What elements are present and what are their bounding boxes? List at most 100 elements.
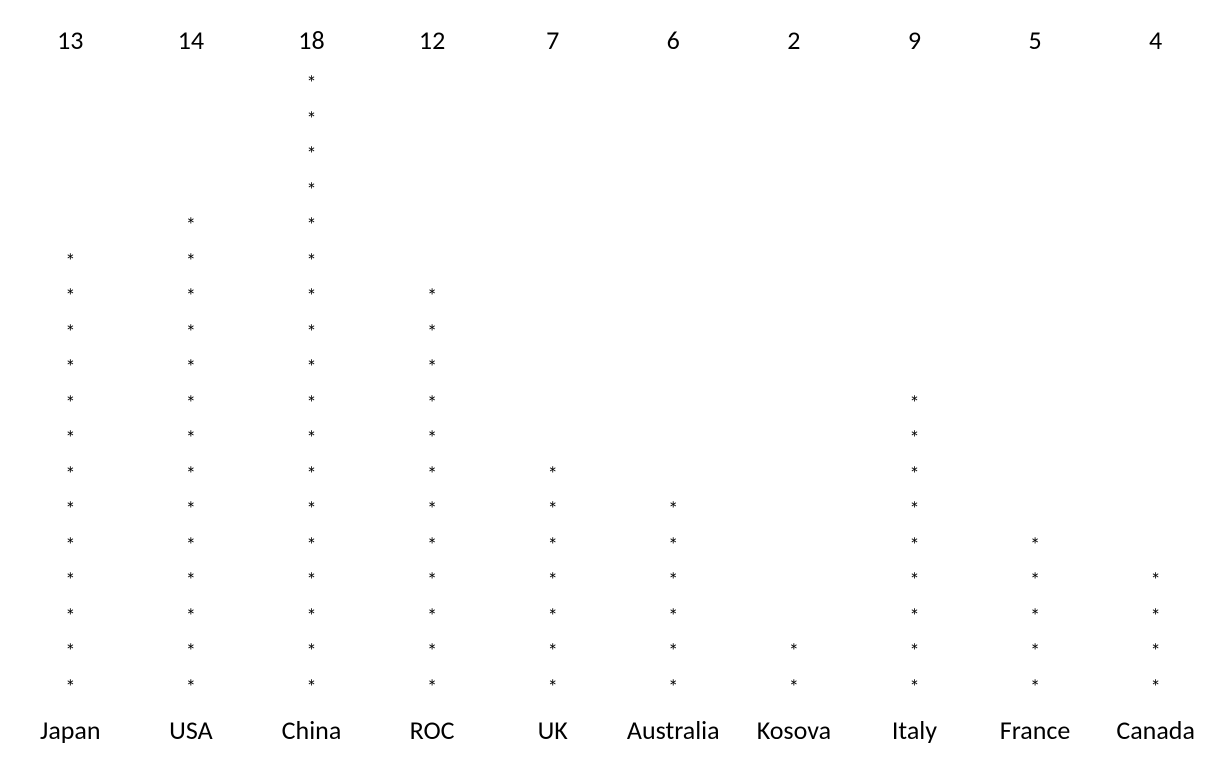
marker-icon: * [427, 280, 437, 316]
chart-column: 4****Canada [1095, 20, 1216, 750]
chart-column: 5*****France [975, 20, 1096, 750]
marker-icon: * [427, 529, 437, 565]
marker-icon: * [789, 635, 799, 671]
marker-icon: * [909, 493, 919, 529]
marker-icon: * [307, 422, 317, 458]
marker-icon: * [668, 671, 678, 707]
marker-icon: * [307, 67, 317, 103]
marker-icon: * [427, 564, 437, 600]
column-markers: ******* [548, 60, 558, 710]
chart-column: 13*************Japan [10, 20, 131, 750]
marker-icon: * [65, 316, 75, 352]
marker-icon: * [186, 387, 196, 423]
marker-icon: * [307, 174, 317, 210]
marker-icon: * [186, 316, 196, 352]
marker-icon: * [668, 493, 678, 529]
marker-icon: * [186, 529, 196, 565]
marker-icon: * [427, 316, 437, 352]
column-value: 6 [667, 20, 680, 60]
marker-icon: * [548, 635, 558, 671]
marker-icon: * [909, 422, 919, 458]
marker-icon: * [186, 671, 196, 707]
marker-icon: * [427, 671, 437, 707]
marker-icon: * [307, 564, 317, 600]
marker-icon: * [65, 564, 75, 600]
marker-icon: * [307, 529, 317, 565]
marker-icon: * [1030, 529, 1040, 565]
column-markers: **** [1151, 60, 1161, 710]
marker-icon: * [1151, 564, 1161, 600]
column-label: Italy [892, 710, 937, 750]
marker-icon: * [427, 351, 437, 387]
column-markers: ***** [1030, 60, 1040, 710]
marker-icon: * [1030, 564, 1040, 600]
column-markers: ************** [186, 60, 196, 710]
marker-icon: * [307, 493, 317, 529]
marker-icon: * [909, 529, 919, 565]
column-markers: ****************** [307, 60, 317, 710]
marker-icon: * [1151, 671, 1161, 707]
column-label: Australia [627, 710, 720, 750]
marker-icon: * [65, 280, 75, 316]
column-markers: ************* [65, 60, 75, 710]
column-markers: ** [789, 60, 799, 710]
chart-column: 7*******UK [492, 20, 613, 750]
column-markers: ********* [909, 60, 919, 710]
marker-icon: * [307, 671, 317, 707]
marker-icon: * [186, 600, 196, 636]
marker-icon: * [1030, 635, 1040, 671]
marker-icon: * [186, 245, 196, 281]
marker-icon: * [548, 458, 558, 494]
marker-icon: * [186, 458, 196, 494]
marker-icon: * [307, 316, 317, 352]
marker-icon: * [307, 458, 317, 494]
chart-column: 2**Kosova [734, 20, 855, 750]
chart-column: 12************ROC [372, 20, 493, 750]
marker-icon: * [548, 529, 558, 565]
marker-icon: * [307, 635, 317, 671]
chart-column: 9*********Italy [854, 20, 975, 750]
marker-icon: * [1151, 600, 1161, 636]
column-value: 4 [1149, 20, 1162, 60]
marker-icon: * [548, 671, 558, 707]
marker-icon: * [65, 387, 75, 423]
marker-icon: * [668, 564, 678, 600]
marker-icon: * [65, 245, 75, 281]
marker-icon: * [909, 635, 919, 671]
marker-icon: * [65, 422, 75, 458]
marker-icon: * [307, 600, 317, 636]
marker-icon: * [186, 422, 196, 458]
column-label: Canada [1116, 710, 1195, 750]
marker-icon: * [65, 635, 75, 671]
marker-icon: * [909, 458, 919, 494]
pictogram-chart: 13*************Japan14**************USA1… [10, 20, 1216, 750]
marker-icon: * [548, 600, 558, 636]
marker-icon: * [427, 493, 437, 529]
chart-column: 18******************China [251, 20, 372, 750]
marker-icon: * [186, 351, 196, 387]
marker-icon: * [65, 458, 75, 494]
marker-icon: * [909, 600, 919, 636]
marker-icon: * [427, 458, 437, 494]
column-label: France [1000, 710, 1071, 750]
marker-icon: * [307, 351, 317, 387]
marker-icon: * [307, 280, 317, 316]
marker-icon: * [186, 493, 196, 529]
marker-icon: * [65, 600, 75, 636]
chart-column: 6******Australia [613, 20, 734, 750]
marker-icon: * [668, 635, 678, 671]
marker-icon: * [307, 245, 317, 281]
column-value: 13 [57, 20, 83, 60]
marker-icon: * [65, 493, 75, 529]
marker-icon: * [307, 387, 317, 423]
marker-icon: * [307, 209, 317, 245]
marker-icon: * [427, 422, 437, 458]
marker-icon: * [1030, 600, 1040, 636]
column-markers: ****** [668, 60, 678, 710]
column-label: Japan [40, 710, 101, 750]
marker-icon: * [668, 529, 678, 565]
chart-column: 14**************USA [131, 20, 252, 750]
column-label: UK [538, 710, 568, 750]
marker-icon: * [909, 671, 919, 707]
marker-icon: * [909, 387, 919, 423]
